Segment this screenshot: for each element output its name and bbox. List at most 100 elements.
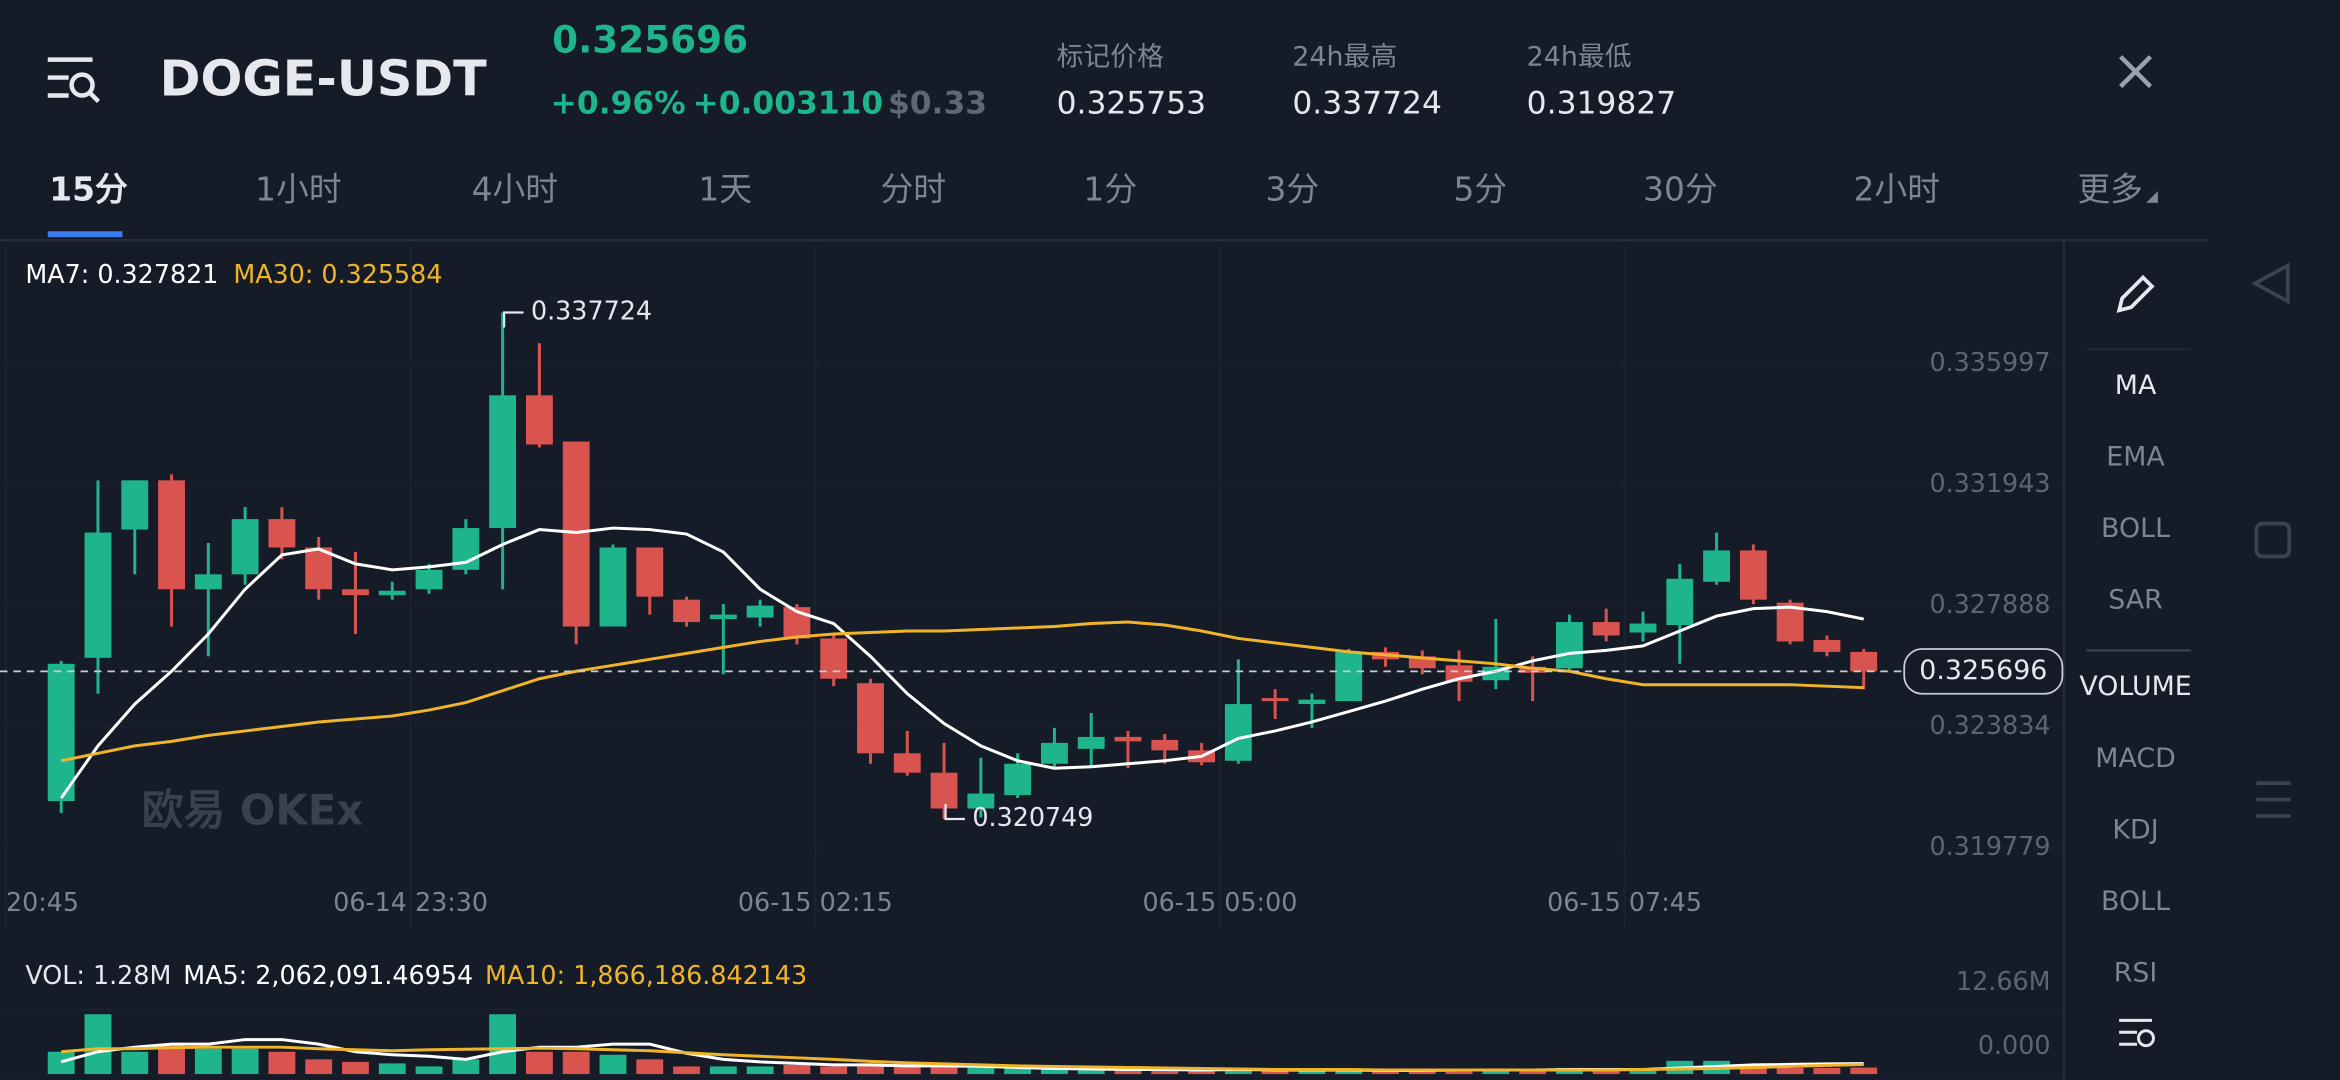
menu-icon[interactable] xyxy=(47,57,101,104)
stat-value: 0.325753 xyxy=(1057,85,1207,121)
indicator-option[interactable]: MACD xyxy=(2095,743,2175,774)
indicator-option[interactable]: SAR xyxy=(2108,585,2163,616)
candle-body xyxy=(1739,550,1767,600)
candle-body xyxy=(967,793,995,809)
candle-body xyxy=(636,547,664,597)
volume-bar xyxy=(857,1063,884,1075)
candle-body xyxy=(1666,578,1694,626)
indicator-option[interactable]: BOLL xyxy=(2101,886,2170,917)
candle-body xyxy=(709,614,737,620)
volume-bar xyxy=(820,1066,848,1075)
timeframe-tab[interactable]: 5分 xyxy=(1454,170,1508,208)
volume-bar xyxy=(1592,1069,1620,1075)
symbol: DOGE-USDT xyxy=(160,50,487,108)
stat-value: 0.337724 xyxy=(1292,85,1442,121)
timeframe-tab[interactable]: 15分 xyxy=(49,170,128,208)
indicator-option[interactable]: RSI xyxy=(2114,958,2158,989)
volume-bar xyxy=(673,1066,700,1075)
volume-bar xyxy=(930,1066,958,1075)
candle-body xyxy=(1077,736,1105,749)
volume-bar xyxy=(525,1051,553,1075)
draw-tool-icon[interactable] xyxy=(2116,274,2155,313)
x-tick-label: 06-14 23:30 xyxy=(333,887,488,917)
legend-entry: MA10: 1,866,186.842143 xyxy=(485,960,807,990)
volume-bar xyxy=(1850,1067,1878,1075)
candle-body xyxy=(194,574,222,590)
y-tick-label: 0.327888 xyxy=(1929,589,2050,619)
legend-entry: MA7: 0.327821 xyxy=(25,259,218,289)
candle-body xyxy=(599,547,627,627)
y-tick-label: 0.000 xyxy=(1978,1030,2051,1060)
volume-bar xyxy=(1224,1067,1252,1075)
indicator-option[interactable]: EMA xyxy=(2106,441,2165,472)
volume-bar xyxy=(636,1059,664,1075)
volume-bar xyxy=(489,1014,517,1075)
nav-back[interactable] xyxy=(2251,262,2290,305)
y-tick-label: 12.66M xyxy=(1956,966,2051,996)
volume-bar xyxy=(378,1063,406,1075)
settings-icon[interactable] xyxy=(2119,1018,2155,1048)
volume-bar xyxy=(121,1051,149,1075)
volume-bar xyxy=(709,1066,737,1075)
stat-label: 24h最高 xyxy=(1292,42,1397,73)
x-tick-label: 06-15 02:15 xyxy=(738,887,893,917)
indicator-option[interactable]: BOLL xyxy=(2101,513,2170,544)
candle-body xyxy=(1224,704,1252,761)
volume-bar xyxy=(599,1054,627,1075)
y-tick-label: 0.335997 xyxy=(1929,347,2050,377)
volume-bar xyxy=(342,1061,369,1075)
x-tick-label: 20:45 xyxy=(6,887,79,917)
timeframe-tab[interactable]: 30分 xyxy=(1643,170,1718,208)
candle-body xyxy=(1555,622,1583,669)
volume-bar xyxy=(1519,1070,1547,1075)
volume-bar xyxy=(1482,1069,1510,1075)
volume-bar xyxy=(452,1059,480,1075)
indicator-option[interactable]: VOLUME xyxy=(2079,671,2191,702)
current-price-label: 0.325696 xyxy=(1919,655,2047,686)
volume-bar xyxy=(967,1067,995,1075)
timeframe-tab[interactable]: 分时 xyxy=(880,170,946,208)
y-tick-label: 0.319779 xyxy=(1929,831,2050,861)
candle-body xyxy=(1298,699,1326,705)
high-annotation: 0.337724 xyxy=(531,296,652,326)
candle-body xyxy=(84,532,112,658)
timeframe-tab[interactable]: 1天 xyxy=(698,170,752,208)
candle-body xyxy=(1629,623,1657,633)
close-button[interactable] xyxy=(2119,55,2153,89)
timeframe-tab[interactable]: 2小时 xyxy=(1853,170,1940,208)
candle-body xyxy=(1335,651,1363,702)
volume-bar xyxy=(1151,1069,1179,1075)
volume-bar xyxy=(1004,1067,1032,1075)
candle-body xyxy=(121,480,149,530)
timeframe-tab[interactable]: 3分 xyxy=(1266,170,1320,208)
y-tick-label: 0.323834 xyxy=(1929,710,2050,740)
volume-bar xyxy=(1077,1069,1105,1075)
indicator-option[interactable]: MA xyxy=(2115,370,2157,401)
volume-bar xyxy=(231,1048,259,1075)
stat-label: 标记价格 xyxy=(1057,42,1165,73)
timeframe-tab[interactable]: 4小时 xyxy=(472,170,559,208)
timeframe-tab[interactable]: 1小时 xyxy=(255,170,342,208)
candle-body xyxy=(820,638,848,679)
low-leader xyxy=(944,804,965,821)
nav-menu[interactable] xyxy=(2256,781,2291,818)
legend-entry: MA30: 0.325584 xyxy=(233,259,442,289)
change-pct: +0.96% xyxy=(551,85,686,121)
volume-bar xyxy=(194,1048,222,1075)
volume-bar xyxy=(47,1051,75,1075)
volume-bar xyxy=(1813,1067,1841,1075)
nav-home[interactable] xyxy=(2254,521,2292,559)
timeframe-tab[interactable]: 更多 xyxy=(2077,170,2143,208)
timeframe-tab[interactable]: 1分 xyxy=(1083,170,1137,208)
active-tab-underline xyxy=(47,231,123,238)
indicator-option[interactable]: KDJ xyxy=(2112,814,2158,845)
volume-bar xyxy=(268,1051,296,1075)
volume-bar xyxy=(1335,1069,1363,1075)
volume-bar xyxy=(1114,1069,1142,1075)
volume-bar xyxy=(1739,1066,1767,1075)
y-tick-label: 0.331943 xyxy=(1929,468,2050,498)
candle-body xyxy=(1592,622,1620,636)
candle-body xyxy=(525,395,553,445)
